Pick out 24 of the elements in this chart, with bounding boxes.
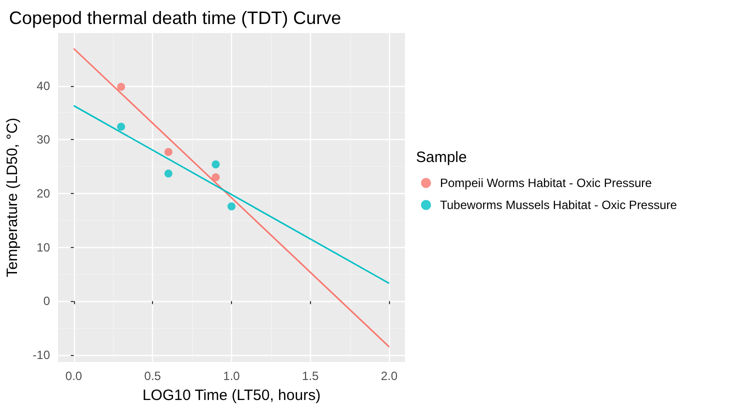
point — [164, 170, 172, 178]
y-tick-label: 0 — [43, 294, 50, 308]
y-tick-label: 30 — [36, 132, 50, 147]
x-tick-label: 0.5 — [144, 369, 162, 383]
point — [117, 122, 126, 131]
x-tick-label: 0.0 — [65, 369, 82, 383]
y-tick-label: -10 — [32, 348, 50, 362]
x-tick-label: 1.0 — [223, 369, 240, 383]
x-tick-label: 2.0 — [380, 369, 398, 383]
legend-label: Tubeworms Mussels Habitat - Oxic Pressure — [440, 198, 678, 212]
point — [212, 160, 220, 168]
legend-label: Pompeii Worms Habitat - Oxic Pressure — [440, 176, 652, 190]
point — [164, 148, 172, 156]
point — [228, 202, 236, 210]
legend-title: Sample — [416, 149, 467, 166]
y-tick-label: 10 — [36, 240, 50, 254]
y-tick-label: 20 — [36, 186, 50, 200]
chart-title: Copepod thermal death time (TDT) Curve — [9, 8, 342, 28]
point — [212, 173, 220, 182]
x-tick-label: 1.5 — [302, 369, 320, 383]
point — [117, 82, 126, 91]
y-tick-label: 40 — [36, 78, 50, 93]
x-axis-title: LOG10 Time (LT50, hours) — [142, 387, 321, 404]
y-axis-title: Temperature (LD50, °C) — [4, 118, 21, 278]
